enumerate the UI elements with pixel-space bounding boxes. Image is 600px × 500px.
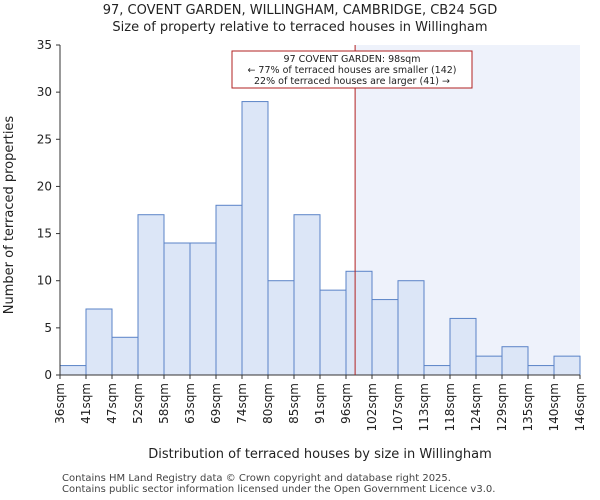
x-tick-label: 41sqm <box>79 383 93 424</box>
histogram-bar <box>449 317 477 376</box>
x-tick-label: 36sqm <box>53 383 67 424</box>
annotation-box <box>231 50 473 89</box>
histogram-bar <box>137 214 165 376</box>
x-tick-label: 124sqm <box>469 383 483 431</box>
histogram-bar <box>111 336 139 376</box>
x-tick-label: 91sqm <box>313 383 327 424</box>
x-tick-label: 85sqm <box>287 383 301 424</box>
histogram-bar <box>345 270 373 376</box>
chart-title-subtitle: Size of property relative to terraced ho… <box>112 20 488 35</box>
y-tick-label: 25 <box>37 132 52 146</box>
histogram-bar <box>423 365 451 376</box>
chart-title-address: 97, COVENT GARDEN, WILLINGHAM, CAMBRIDGE… <box>102 3 498 18</box>
histogram-bar <box>215 204 243 376</box>
x-tick-label: 47sqm <box>105 383 119 424</box>
x-tick-label: 129sqm <box>495 383 509 431</box>
histogram-bar <box>553 355 581 376</box>
histogram-bar <box>397 280 425 376</box>
annotation-text-line: 22% of terraced houses are larger (41) → <box>254 76 450 87</box>
x-tick-label: 146sqm <box>573 383 587 431</box>
x-tick-label: 107sqm <box>391 383 405 431</box>
histogram-bar <box>267 280 295 376</box>
histogram-bar <box>475 355 503 376</box>
y-axis-title: Number of terraced properties <box>2 116 17 315</box>
annotation-text-line: ← 77% of terraced houses are smaller (14… <box>247 65 456 76</box>
y-tick-label: 30 <box>37 85 52 99</box>
footer-licence: Contains public sector information licen… <box>62 484 496 495</box>
x-tick-label: 63sqm <box>183 383 197 424</box>
x-tick-label: 52sqm <box>131 383 145 424</box>
histogram-bar <box>241 101 269 376</box>
x-axis-title: Distribution of terraced houses by size … <box>148 447 492 462</box>
y-tick-label: 0 <box>44 368 52 382</box>
y-tick-label: 20 <box>37 179 52 193</box>
x-tick-label: 140sqm <box>547 383 561 431</box>
x-tick-label: 58sqm <box>157 383 171 424</box>
annotation-text-line: 97 COVENT GARDEN: 98sqm <box>284 54 421 65</box>
x-tick-label: 135sqm <box>521 383 535 431</box>
histogram-bar <box>527 365 555 376</box>
x-tick-label: 118sqm <box>443 383 457 431</box>
x-tick-label: 69sqm <box>209 383 223 424</box>
histogram-bar <box>371 299 399 376</box>
x-tick-label: 96sqm <box>339 383 353 424</box>
x-tick-label: 102sqm <box>365 383 379 431</box>
histogram-bar <box>319 289 347 376</box>
histogram-bar <box>85 308 113 376</box>
x-tick-label: 74sqm <box>235 383 249 424</box>
histogram-bar <box>501 346 529 376</box>
histogram-bar <box>163 242 191 376</box>
footer-copyright: Contains HM Land Registry data © Crown c… <box>62 473 451 484</box>
histogram-bar <box>189 242 217 376</box>
y-tick-label: 5 <box>44 321 52 335</box>
y-tick-label: 15 <box>37 227 52 241</box>
histogram-bar <box>293 214 321 376</box>
x-tick-label: 113sqm <box>417 383 431 431</box>
y-tick-label: 10 <box>37 274 52 288</box>
histogram-bar <box>59 365 87 376</box>
x-tick-label: 80sqm <box>261 383 275 424</box>
y-tick-label: 35 <box>37 38 52 52</box>
